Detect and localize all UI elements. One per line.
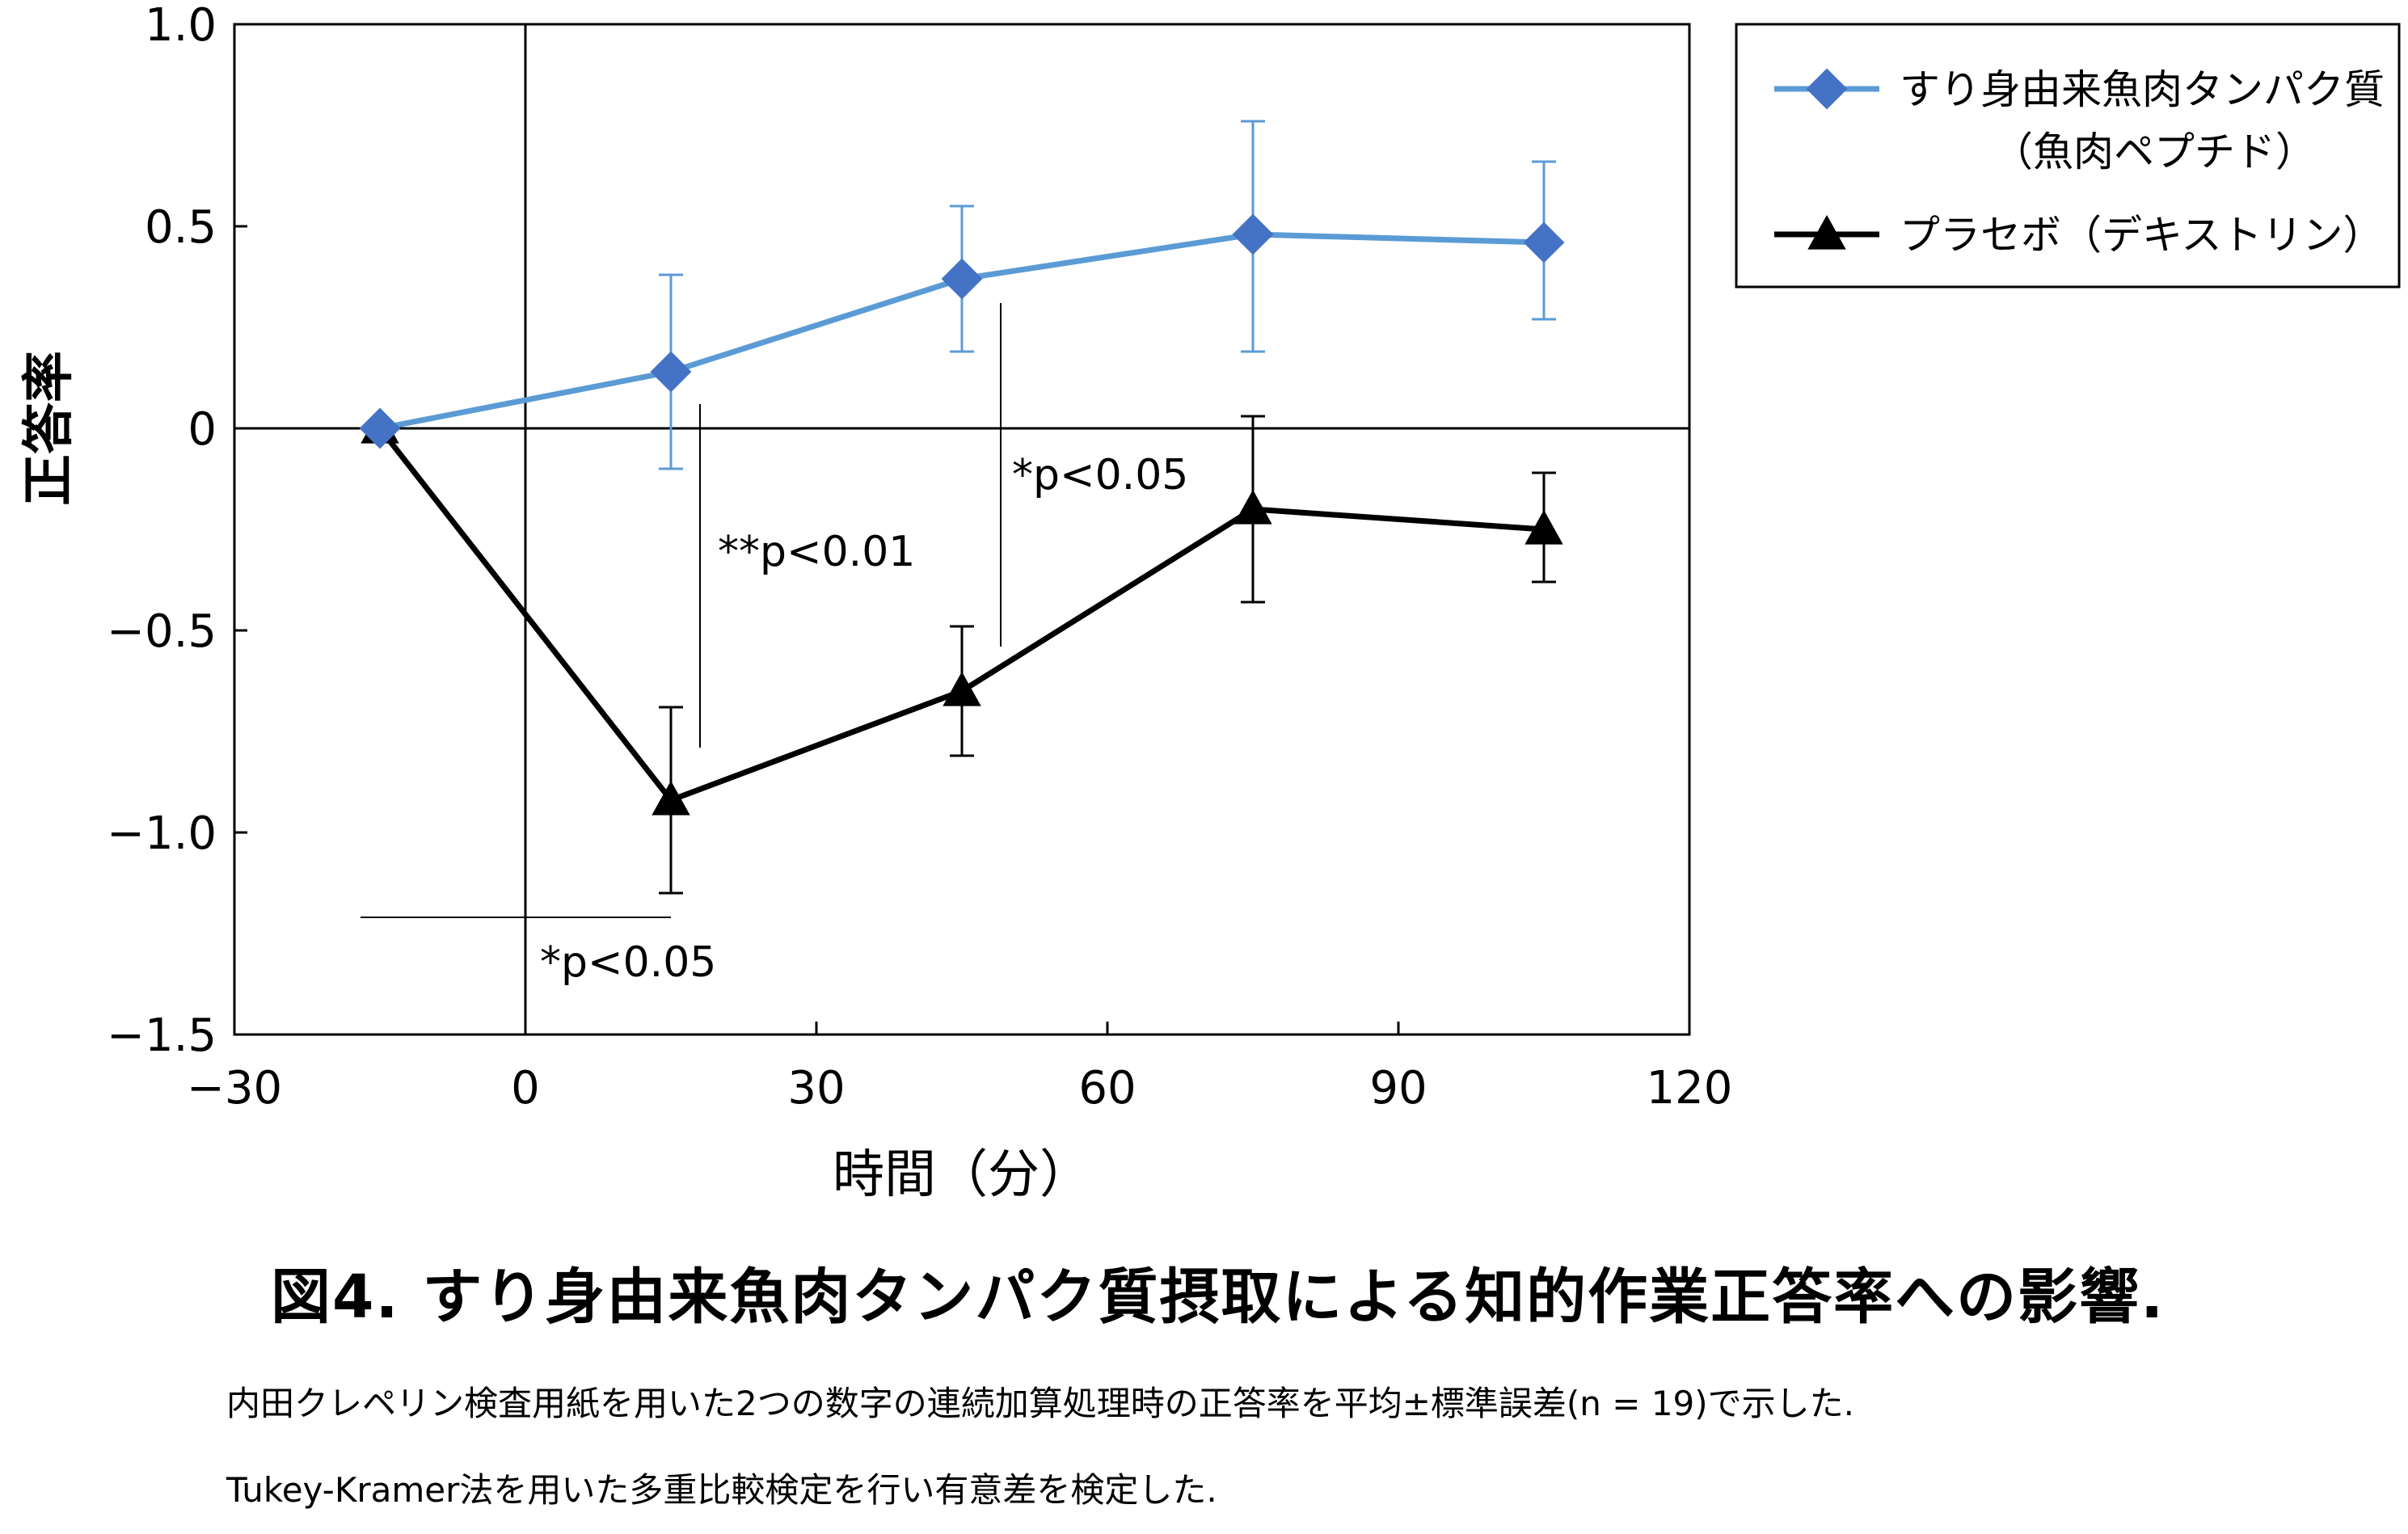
data-point-diamond — [359, 407, 401, 449]
y-tick-label: −1.0 — [107, 807, 217, 860]
plot-border — [233, 23, 1691, 1036]
data-point-diamond — [1806, 68, 1848, 110]
x-tick-label: 90 — [1369, 1062, 1427, 1115]
plot-frame — [233, 23, 1691, 1036]
axis-labels: 時間（分） 正答率 — [19, 351, 1091, 1205]
series-fish-peptide — [359, 120, 1565, 470]
x-tick-label: 30 — [787, 1062, 845, 1115]
x-tick-label: −30 — [187, 1062, 282, 1115]
y-tick-label: −1.5 — [107, 1009, 217, 1062]
y-tick-label: 0.5 — [145, 201, 217, 254]
legend: すり身由来魚肉タンパク質 （魚肉ペプチド） プラセボ（デキストリン） — [1735, 23, 2401, 289]
data-point-triangle — [1234, 489, 1272, 525]
figure-caption-line-2: Tukey-Kramer法を用いた多重比較検定を行い有意差を検定した. — [226, 1470, 1217, 1510]
significance-annotation: *p<0.05 — [1012, 451, 1188, 499]
legend-label-placebo: プラセボ（デキストリン） — [1900, 212, 2384, 259]
significance-annotation: *p<0.05 — [540, 938, 716, 987]
y-tick-label: 1.0 — [145, 0, 217, 52]
axes: −30 0 30 60 90 120 1.0 0.5 0 −0.5 −1.0 −1.5 — [107, 0, 1732, 1115]
figure-caption-line-1: 内田クレペリン検査用紙を用いた2つの数字の連続加算処理時の正答率を平均±標準誤差… — [226, 1384, 1854, 1423]
figure-caption-title: 図4. すり身由来魚肉タンパク質摂取による知的作業正答率への影響. — [271, 1262, 2166, 1332]
x-tick-label: 60 — [1078, 1062, 1136, 1115]
y-axis-title: 正答率 — [19, 351, 79, 506]
data-point-triangle — [1525, 509, 1563, 545]
chart: −30 0 30 60 90 120 1.0 0.5 0 −0.5 −1.0 −1.5 **p<0.0… — [19, 0, 2401, 1205]
significance-annotation: **p<0.01 — [718, 528, 915, 576]
data-point-diamond — [1232, 213, 1274, 255]
data-point-diamond — [650, 351, 692, 393]
data-point-triangle — [943, 671, 981, 706]
series-layer — [359, 120, 1565, 895]
legend-label-fish-peptide-line2: （魚肉ペプチド） — [1993, 129, 2316, 175]
series-placebo — [361, 408, 1563, 895]
data-point-diamond — [941, 258, 983, 300]
x-tick-label: 0 — [511, 1062, 540, 1115]
data-point-diamond — [1523, 221, 1565, 263]
data-point-triangle — [1807, 214, 1846, 250]
data-point-triangle — [652, 780, 690, 815]
y-tick-label: 0 — [188, 403, 217, 456]
x-axis-title: 時間（分） — [833, 1145, 1091, 1205]
x-tick-label: 120 — [1647, 1062, 1733, 1115]
significance-lines: **p<0.01 *p<0.05 *p<0.05 — [361, 303, 1188, 987]
legend-label-fish-peptide: すり身由来魚肉タンパク質 — [1900, 66, 2385, 113]
y-tick-label: −0.5 — [107, 605, 217, 658]
legend-box — [1735, 23, 2401, 289]
